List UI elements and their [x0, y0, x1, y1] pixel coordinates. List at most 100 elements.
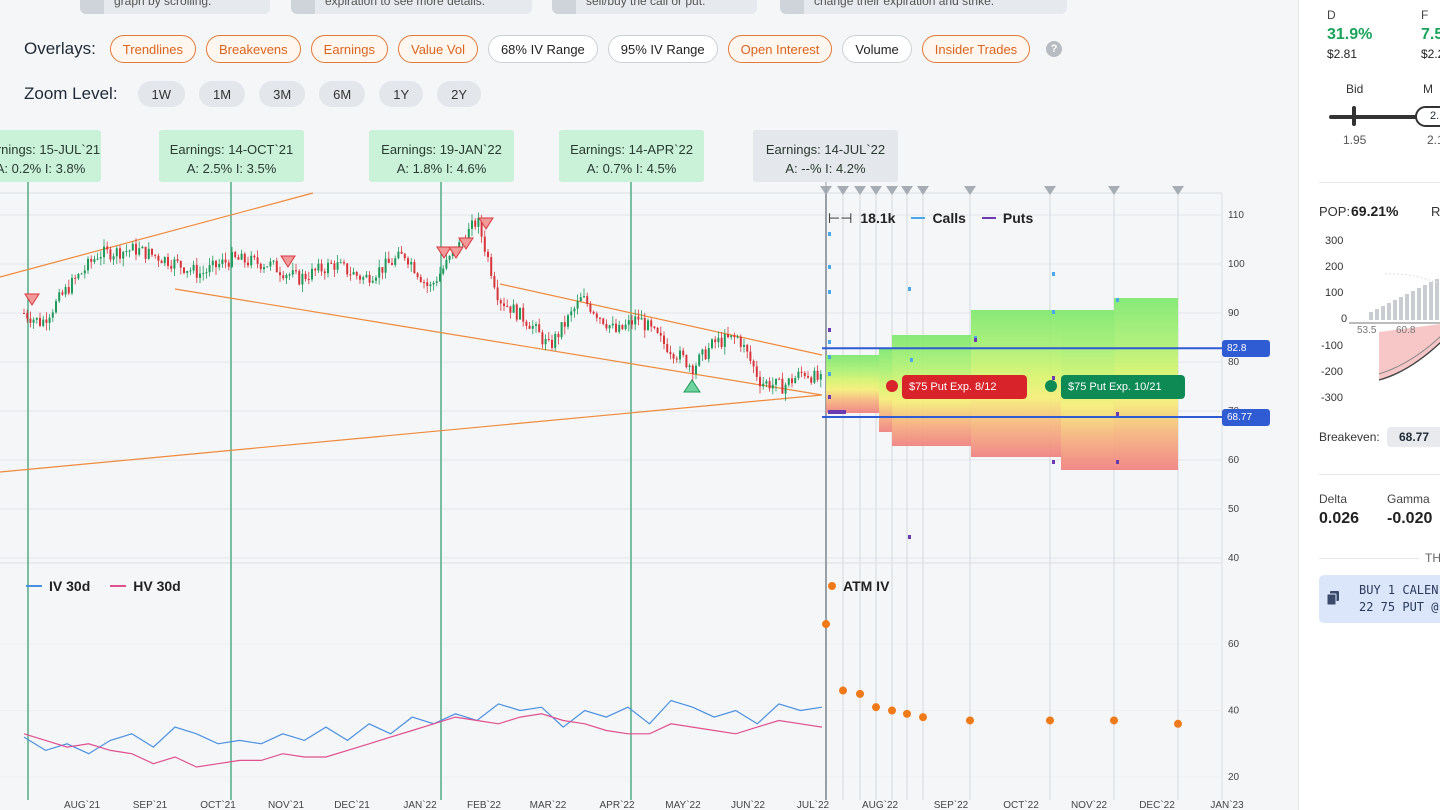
puts-open-interest-bar	[1052, 376, 1055, 380]
candle-body	[35, 317, 38, 320]
zoom-1m-button[interactable]: 1M	[199, 81, 246, 107]
price-slider-track[interactable]	[1329, 115, 1440, 119]
candle-body	[531, 325, 534, 329]
candle-body	[592, 311, 595, 314]
legend-iv[interactable]: IV 30d	[26, 578, 90, 594]
tip-card[interactable]: sell/buy the call or put.	[552, 0, 757, 14]
candle-body	[250, 255, 253, 266]
overlay-volume-toggle[interactable]: Volume	[842, 35, 912, 63]
earnings-label[interactable]: Earnings: 14-APR`22 A: 0.7% I: 4.5%	[559, 130, 704, 182]
calls-open-interest-bar	[1052, 272, 1055, 276]
time-axis-tick: NOV`22	[1071, 799, 1108, 810]
near-put-marker-icon[interactable]	[886, 380, 898, 392]
legend-calls[interactable]: Calls	[911, 210, 966, 226]
candle-body	[787, 378, 790, 385]
overlay-95-iv-range-toggle[interactable]: 95% IV Range	[607, 35, 718, 63]
zoom-2y-button[interactable]: 2Y	[437, 81, 482, 107]
r-label: R	[1431, 204, 1440, 219]
time-axis-tick: MAY`22	[665, 799, 701, 810]
pl-volume-bar	[1429, 282, 1433, 320]
candle-body	[42, 319, 45, 326]
overlay-open-interest-toggle[interactable]: Open Interest	[727, 35, 833, 63]
overlay-breakevens-toggle[interactable]: Breakevens	[206, 35, 301, 63]
bid-label: Bid	[1346, 82, 1364, 96]
candle-body	[490, 257, 493, 276]
upper-breakeven-tag: 82.8	[1222, 340, 1270, 357]
legend-width-value: 18.1k	[860, 210, 896, 226]
candle-body	[304, 273, 307, 280]
overlay-value-vol-toggle[interactable]: Value Vol	[397, 35, 478, 63]
near-put-leg[interactable]: $75 Put Exp. 8/12	[902, 375, 1027, 399]
trendline	[499, 283, 823, 356]
candle-body	[637, 316, 640, 320]
candle-body	[663, 335, 665, 344]
candle-body	[330, 262, 333, 264]
candle-body	[202, 273, 205, 275]
mid-price-handle[interactable]: 2.1	[1415, 106, 1440, 127]
candle-body	[733, 335, 736, 338]
time-axis-tick: APR`22	[599, 799, 634, 810]
calls-open-interest-bar	[908, 287, 911, 291]
candle-body	[205, 272, 208, 274]
candle-body	[810, 377, 813, 383]
legend-atm-iv[interactable]: ATM IV	[828, 578, 889, 594]
atm-iv-point	[919, 713, 927, 722]
copy-icon[interactable]	[1326, 591, 1339, 606]
tip-card[interactable]: change their expiration and strike.	[780, 0, 1067, 14]
candle-body	[119, 248, 121, 259]
candle-body	[432, 282, 435, 285]
earnings-label[interactable]: Earnings: 14-OCT`21 A: 2.5% I: 3.5%	[159, 130, 304, 182]
candle-body	[650, 320, 653, 327]
far-put-leg[interactable]: $75 Put Exp. 10/21	[1061, 375, 1185, 399]
earnings-label[interactable]: Earnings: 15-JUL`21 A: 0.2% I: 3.8%	[0, 130, 101, 182]
legend-puts[interactable]: Puts	[981, 210, 1033, 226]
price-axis-tick: 50	[1228, 504, 1240, 515]
earnings-date: Earnings: 14-APR`22	[570, 142, 693, 157]
candle-body	[653, 326, 656, 328]
candle-body	[429, 284, 432, 287]
candle-body	[496, 287, 499, 301]
zoom-3m-button[interactable]: 3M	[259, 81, 306, 107]
tip-card[interactable]: expiration to see more details.	[291, 0, 532, 14]
zoom-1y-button[interactable]: 1Y	[379, 81, 424, 107]
price-chart[interactable]: 110100908070605040604020AUG`21SEP`21OCT`…	[0, 0, 1290, 810]
candle-body	[413, 262, 416, 274]
candle-body	[125, 251, 128, 253]
time-axis-tick: JAN`22	[403, 799, 437, 810]
candle-body	[122, 251, 125, 259]
legend-hv[interactable]: HV 30d	[110, 578, 181, 594]
candle-body	[627, 320, 630, 325]
tip-card[interactable]: graph by scrolling.	[80, 0, 270, 14]
pl-curve-expiry	[1378, 336, 1440, 375]
candle-body	[659, 332, 662, 336]
zoom-1w-button[interactable]: 1W	[137, 81, 186, 107]
earnings-label[interactable]: Earnings: 19-JAN`22 A: 1.8% I: 4.6%	[369, 130, 514, 182]
tips-bar: graph by scrolling. expiration to see mo…	[0, 0, 1290, 14]
candle-body	[311, 268, 313, 280]
bid-slider-handle[interactable]	[1352, 106, 1356, 126]
trade-panel: D 31.9% $2.81 F 7.5 $2.2 Bid M 2.1 1.95 …	[1298, 0, 1440, 810]
tip-icon	[80, 0, 104, 14]
candle-body	[157, 255, 160, 261]
candle-body	[371, 280, 374, 283]
zoom-6m-button[interactable]: 6M	[319, 81, 366, 107]
overlay-trendlines-toggle[interactable]: Trendlines	[109, 35, 197, 63]
candle-body	[45, 319, 48, 323]
chart-legend: ⊢⊣ 18.1k Calls Puts	[828, 209, 1049, 227]
candle-body	[247, 262, 249, 266]
pl-tick: -200	[1321, 366, 1344, 378]
overlay-insider-trades-toggle[interactable]: Insider Trades	[921, 35, 1031, 63]
trade-summary-card[interactable]	[1319, 575, 1440, 623]
candle-body	[528, 325, 531, 329]
overlay-68-iv-range-toggle[interactable]: 68% IV Range	[487, 35, 598, 63]
candle-body	[131, 243, 134, 251]
expiration-marker-icon	[917, 186, 929, 195]
help-icon[interactable]: ?	[1046, 41, 1063, 57]
earnings-label[interactable]: Earnings: 14-JUL`22 A: --% I: 4.2%	[753, 130, 898, 182]
pl-chart[interactable]	[1299, 232, 1440, 412]
candle-body	[163, 257, 166, 264]
overlay-earnings-toggle[interactable]: Earnings	[310, 35, 388, 63]
candle-body	[218, 263, 221, 268]
far-put-marker-icon[interactable]	[1045, 380, 1057, 392]
candle-body	[730, 335, 733, 338]
